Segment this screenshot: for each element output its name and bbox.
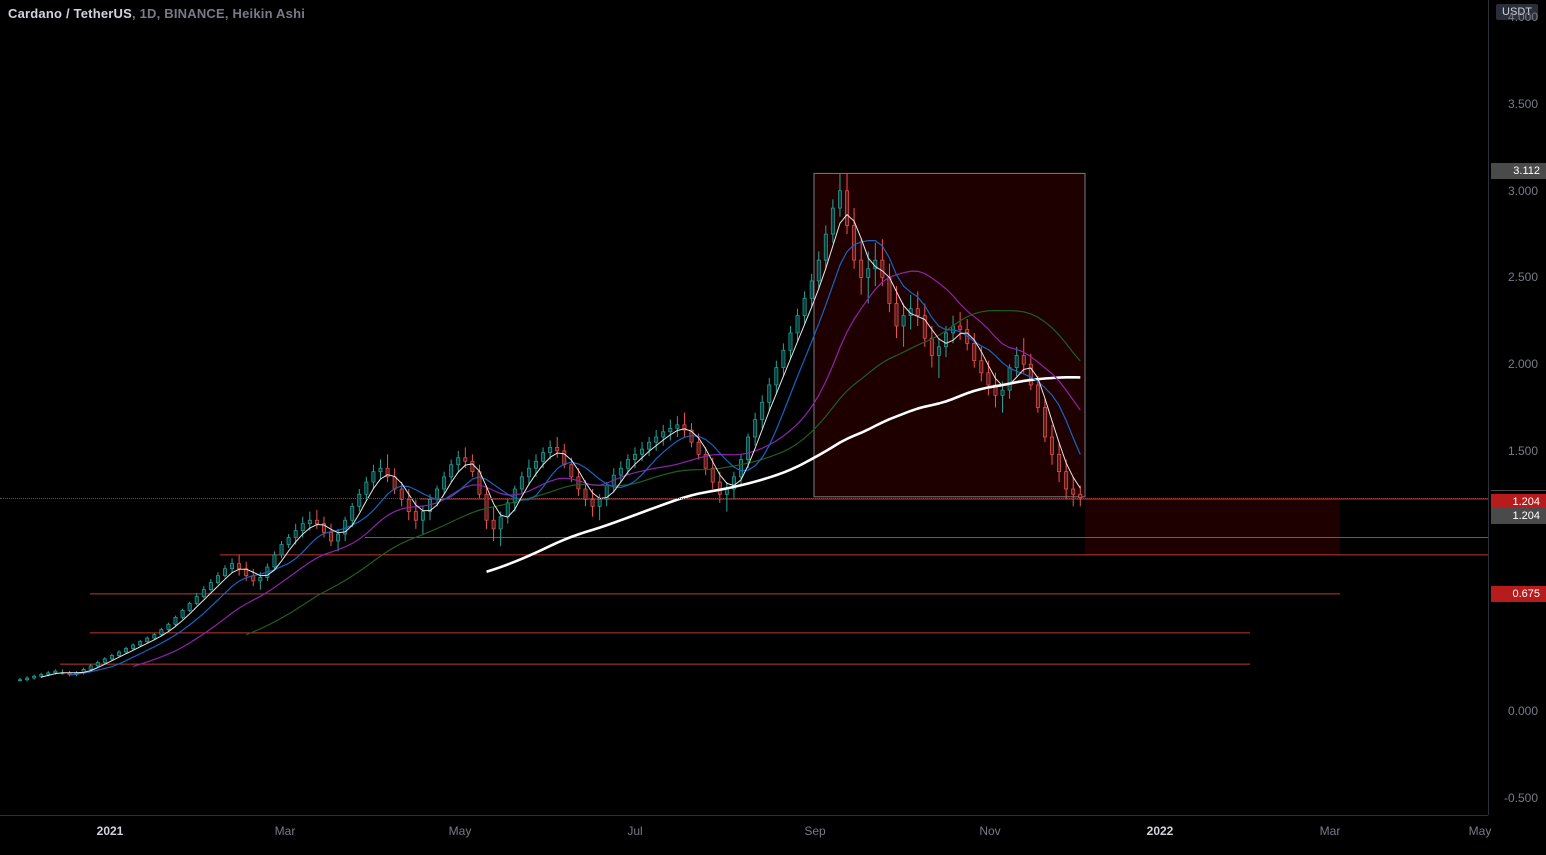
x-tick-label: May [1469,824,1492,838]
y-tick-label: 2.500 [1508,270,1538,284]
x-tick-label: Mar [1320,824,1341,838]
chart-title: Cardano / TetherUS, 1D, BINANCE, Heikin … [8,6,305,21]
y-tick-label: 4.000 [1508,10,1538,24]
price-axis[interactable]: USDT 4.0003.5003.0002.5002.0001.5000.000… [1488,0,1546,815]
price-badge: 3.112 [1491,163,1546,179]
symbol-name: Cardano / TetherUS [8,6,132,21]
x-tick-label: Jul [627,824,642,838]
y-tick-label: 1.500 [1508,444,1538,458]
y-tick-label: -0.500 [1504,791,1538,805]
y-tick-label: 2.000 [1508,357,1538,371]
x-tick-label: 2021 [97,824,124,838]
price-badge: 0.675 [1491,586,1546,602]
x-tick-label: 2022 [1147,824,1174,838]
price-chart[interactable] [0,0,1488,815]
chart-root: Cardano / TetherUS, 1D, BINANCE, Heikin … [0,0,1546,855]
x-tick-label: Mar [275,824,296,838]
price-badge: 1.204 [1491,508,1546,524]
time-axis[interactable]: 2021MarMayJulSepNov2022MarMay [0,815,1488,855]
symbol-meta: , 1D, BINANCE, Heikin Ashi [132,6,305,21]
x-tick-label: Nov [979,824,1000,838]
y-tick-label: 3.000 [1508,184,1538,198]
y-tick-label: 0.000 [1508,704,1538,718]
x-tick-label: May [449,824,472,838]
y-tick-label: 3.500 [1508,97,1538,111]
x-tick-label: Sep [804,824,825,838]
current-price-line [0,498,1488,499]
